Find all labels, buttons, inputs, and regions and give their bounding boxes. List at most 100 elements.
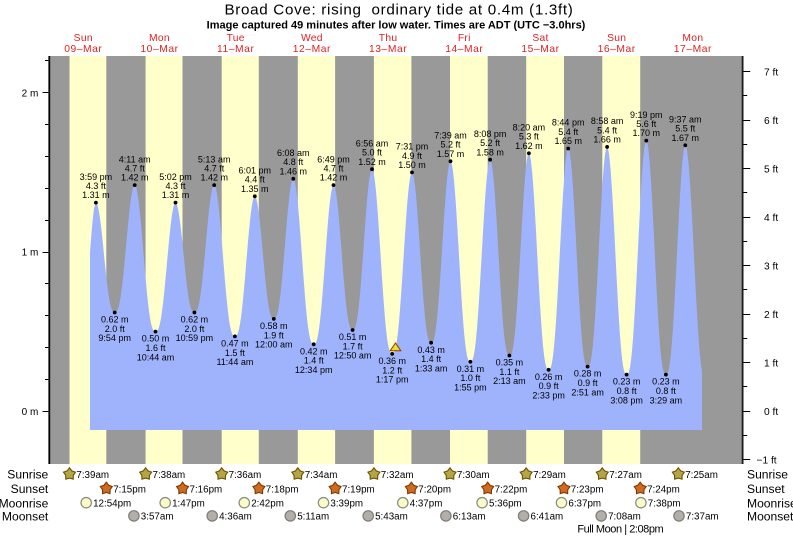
- svg-text:4:11 am: 4:11 am: [119, 154, 151, 164]
- svg-text:12:00 am: 12:00 am: [255, 340, 293, 350]
- svg-text:7:39am: 7:39am: [76, 470, 109, 481]
- svg-text:0 m: 0 m: [22, 407, 39, 418]
- svg-text:5:43am: 5:43am: [375, 512, 408, 523]
- svg-text:7:37am: 7:37am: [686, 512, 719, 523]
- svg-text:1.52 m: 1.52 m: [358, 157, 386, 167]
- svg-text:9:54 pm: 9:54 pm: [98, 333, 131, 343]
- svg-text:1.0 ft: 1.0 ft: [460, 373, 481, 383]
- svg-text:6:37pm: 6:37pm: [568, 499, 601, 510]
- svg-text:Wed: Wed: [301, 33, 323, 44]
- svg-text:Image captured 49 minutes afte: Image captured 49 minutes after low wate…: [207, 20, 586, 32]
- svg-text:Sunrise: Sunrise: [7, 468, 48, 482]
- svg-text:09–Mar: 09–Mar: [64, 44, 102, 55]
- svg-text:5:02 pm: 5:02 pm: [159, 172, 192, 182]
- svg-text:9:37 am: 9:37 am: [669, 115, 702, 125]
- svg-text:10:59 pm: 10:59 pm: [176, 333, 214, 343]
- svg-text:2:33 pm: 2:33 pm: [532, 391, 565, 401]
- svg-text:1.9 ft: 1.9 ft: [264, 330, 285, 340]
- svg-text:4.9 ft: 4.9 ft: [402, 151, 423, 161]
- svg-text:12:54pm: 12:54pm: [93, 499, 131, 510]
- svg-text:4.3 ft: 4.3 ft: [165, 181, 186, 191]
- svg-text:6:49 pm: 6:49 pm: [317, 154, 350, 164]
- svg-text:7:24pm: 7:24pm: [647, 484, 680, 495]
- svg-text:2.0 ft: 2.0 ft: [184, 324, 205, 334]
- svg-text:6:56 am: 6:56 am: [356, 138, 389, 148]
- svg-text:7:32am: 7:32am: [381, 470, 414, 481]
- svg-text:7:15pm: 7:15pm: [113, 484, 146, 495]
- svg-text:5.2 ft: 5.2 ft: [480, 138, 501, 148]
- svg-text:12–Mar: 12–Mar: [293, 44, 331, 55]
- svg-text:6:13am: 6:13am: [453, 512, 486, 523]
- svg-text:8:44 pm: 8:44 pm: [552, 118, 585, 128]
- svg-text:4:37pm: 4:37pm: [410, 499, 443, 510]
- svg-text:5.4 ft: 5.4 ft: [597, 125, 618, 135]
- svg-text:6:01 pm: 6:01 pm: [239, 166, 272, 176]
- svg-text:3:29 am: 3:29 am: [650, 395, 683, 405]
- svg-text:6:08 am: 6:08 am: [277, 148, 310, 158]
- svg-text:13–Mar: 13–Mar: [369, 44, 407, 55]
- svg-text:Mon: Mon: [682, 33, 703, 44]
- svg-text:0.51 m: 0.51 m: [339, 332, 367, 342]
- svg-text:Sunset: Sunset: [747, 482, 785, 496]
- svg-text:4 ft: 4 ft: [764, 213, 778, 224]
- svg-text:0.47 m: 0.47 m: [221, 339, 249, 349]
- svg-text:4.4 ft: 4.4 ft: [245, 175, 266, 185]
- svg-text:11–Mar: 11–Mar: [217, 44, 254, 55]
- svg-text:0 ft: 0 ft: [764, 407, 778, 418]
- svg-text:3:57am: 3:57am: [141, 512, 174, 523]
- svg-text:7:20pm: 7:20pm: [418, 484, 451, 495]
- svg-text:1.31 m: 1.31 m: [162, 190, 190, 200]
- svg-text:Sat: Sat: [532, 33, 548, 44]
- svg-text:5:11am: 5:11am: [297, 512, 329, 523]
- svg-text:1.50 m: 1.50 m: [398, 160, 426, 170]
- svg-text:0.28 m: 0.28 m: [574, 369, 602, 379]
- svg-text:1:55 pm: 1:55 pm: [454, 383, 487, 393]
- svg-text:7:27am: 7:27am: [609, 470, 642, 481]
- svg-text:0.23 m: 0.23 m: [652, 377, 680, 387]
- svg-text:1.2 ft: 1.2 ft: [382, 365, 403, 375]
- svg-text:Sun: Sun: [74, 33, 93, 44]
- svg-text:1.35 m: 1.35 m: [241, 184, 269, 194]
- svg-text:1.4 ft: 1.4 ft: [304, 356, 325, 366]
- svg-text:2:13 am: 2:13 am: [493, 376, 526, 386]
- svg-text:1:33 am: 1:33 am: [415, 363, 448, 373]
- svg-text:1.1 ft: 1.1 ft: [499, 367, 520, 377]
- svg-text:7:29am: 7:29am: [533, 470, 566, 481]
- svg-text:10:44 am: 10:44 am: [137, 352, 175, 362]
- svg-text:5:36pm: 5:36pm: [489, 499, 522, 510]
- svg-text:15–Mar: 15–Mar: [521, 44, 559, 55]
- svg-text:8:08 pm: 8:08 pm: [474, 129, 507, 139]
- svg-text:0.8 ft: 0.8 ft: [656, 386, 677, 396]
- svg-text:3:39pm: 3:39pm: [330, 499, 363, 510]
- svg-text:0.42 m: 0.42 m: [300, 346, 328, 356]
- svg-text:1.66 m: 1.66 m: [593, 135, 621, 145]
- svg-text:5.0 ft: 5.0 ft: [362, 148, 383, 158]
- svg-text:Full Moon | 2:08pm: Full Moon | 2:08pm: [577, 523, 663, 535]
- svg-text:Mon: Mon: [149, 33, 170, 44]
- svg-text:0.9 ft: 0.9 ft: [539, 381, 560, 391]
- svg-text:1 m: 1 m: [22, 248, 39, 259]
- svg-text:1 ft: 1 ft: [764, 358, 778, 369]
- svg-text:3:59 pm: 3:59 pm: [80, 172, 113, 182]
- svg-text:8:20 am: 8:20 am: [513, 123, 546, 133]
- svg-text:0.9 ft: 0.9 ft: [578, 378, 599, 388]
- svg-text:4.8 ft: 4.8 ft: [283, 157, 304, 167]
- svg-text:1.42 m: 1.42 m: [121, 173, 149, 183]
- svg-text:0.58 m: 0.58 m: [260, 321, 288, 331]
- svg-text:Sunset: Sunset: [11, 482, 49, 496]
- svg-text:7:38pm: 7:38pm: [648, 499, 681, 510]
- svg-text:4:36am: 4:36am: [219, 512, 252, 523]
- svg-text:1.31 m: 1.31 m: [82, 190, 110, 200]
- svg-text:1.7 ft: 1.7 ft: [343, 341, 364, 351]
- svg-text:Sun: Sun: [607, 33, 626, 44]
- svg-text:Moonset: Moonset: [747, 510, 793, 524]
- svg-text:9:19 pm: 9:19 pm: [630, 110, 663, 120]
- svg-text:0.62 m: 0.62 m: [101, 315, 129, 325]
- svg-text:Broad Cove: rising ordinary t: Broad Cove: rising ordinary tide at 0.4m…: [224, 2, 573, 19]
- svg-text:Moonrise: Moonrise: [747, 496, 793, 510]
- svg-text:Tue: Tue: [227, 33, 245, 44]
- svg-text:Moonset: Moonset: [2, 510, 49, 524]
- svg-text:2.0 ft: 2.0 ft: [105, 324, 126, 334]
- svg-text:7:36am: 7:36am: [229, 470, 262, 481]
- svg-text:−1 ft: −1 ft: [757, 455, 777, 466]
